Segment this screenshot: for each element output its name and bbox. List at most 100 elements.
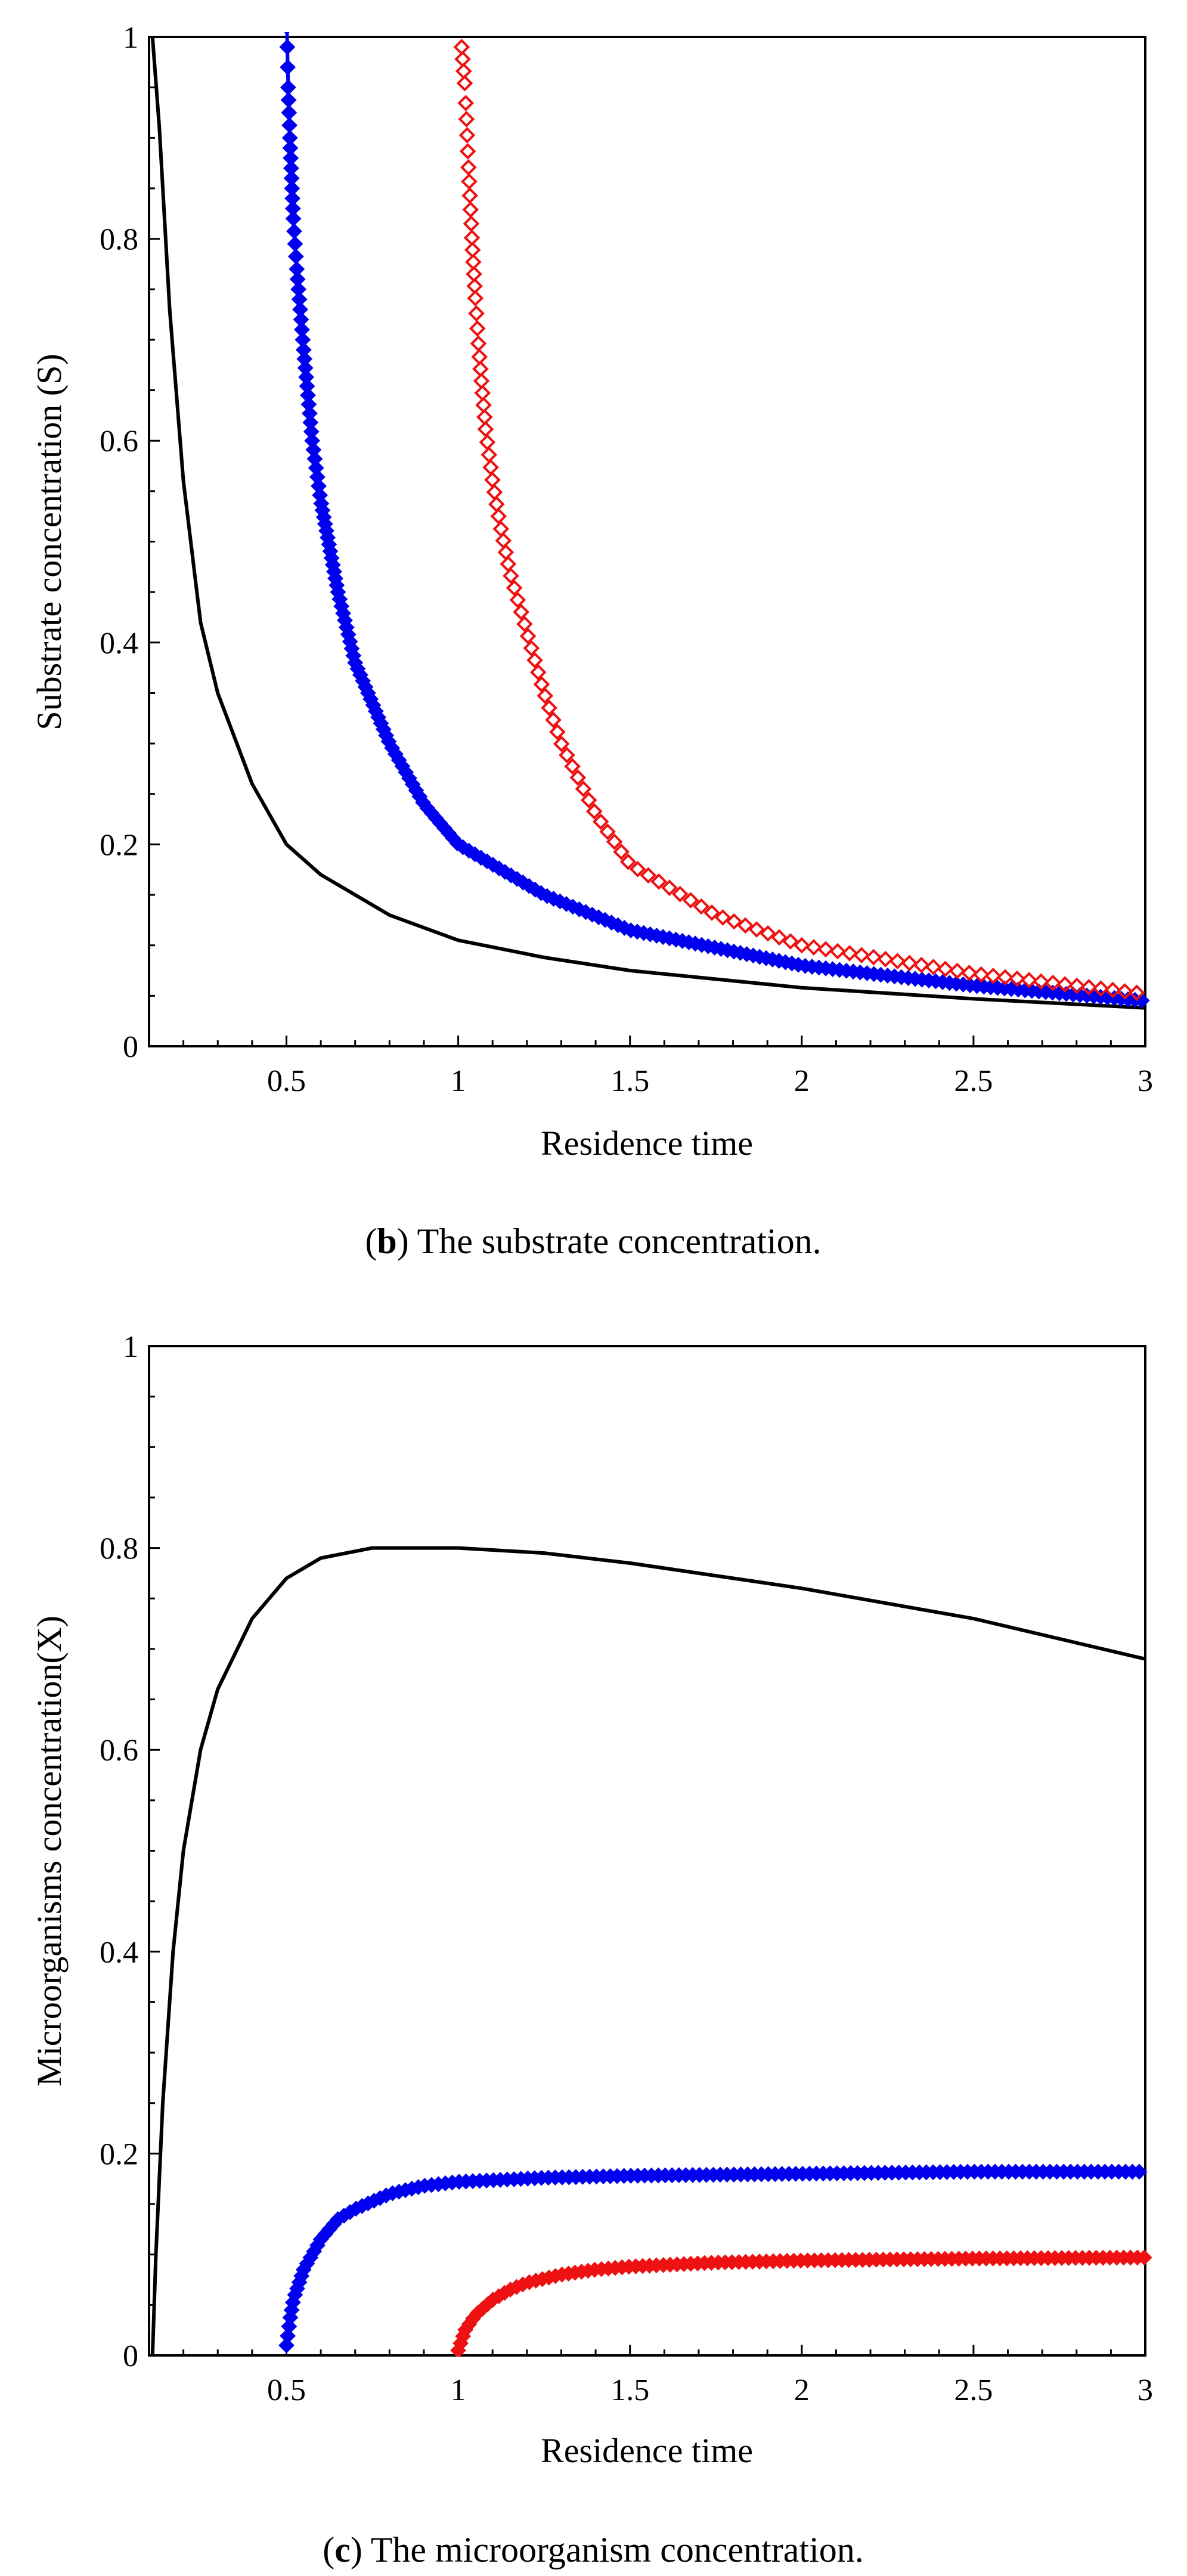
marker-red — [569, 769, 587, 786]
marker-red — [503, 568, 519, 584]
marker-red — [559, 746, 575, 764]
microorganism-panel: 0.5 1 1.5 2 2.5 3 0 0.2 0.4 0.6 0.8 1 Residence tim… — [30, 1330, 1153, 2569]
figure-caption: (b) The substrate concentration. — [365, 1222, 821, 1261]
x-tick-label: 2.5 — [954, 2373, 993, 2407]
series-line-black — [150, 1546, 1146, 2356]
marker-red — [972, 966, 990, 983]
marker-red — [997, 969, 1014, 986]
marker-red — [497, 544, 515, 561]
marker-red — [585, 803, 603, 820]
marker-blue — [279, 0, 293, 14]
marker-red — [454, 51, 471, 67]
marker-red — [817, 941, 834, 958]
marker-blue — [281, 117, 297, 134]
marker-red — [537, 687, 554, 704]
marker-red — [492, 520, 510, 537]
marker-red — [1128, 984, 1145, 1002]
x-axis-title: Residence time — [541, 2431, 753, 2470]
x-tick-label: 3 — [1138, 2373, 1153, 2407]
marker-red — [661, 879, 678, 897]
marker-blue — [280, 79, 296, 96]
marker-red — [737, 917, 754, 934]
marker-red — [889, 953, 906, 969]
tick-marks — [149, 1345, 1146, 2357]
x-tick-label: 2 — [794, 1064, 810, 1098]
y-tick-label: 0 — [123, 2339, 138, 2373]
marker-red — [545, 711, 562, 729]
marker-red — [1116, 983, 1133, 1000]
marker-red — [553, 735, 570, 752]
marker-red — [841, 945, 858, 962]
marker-red — [469, 320, 486, 337]
marker-red — [484, 472, 501, 488]
plot-area — [150, 0, 1150, 1010]
marker-red — [488, 495, 505, 513]
marker-red — [457, 95, 475, 111]
series-red — [453, 39, 1145, 1002]
marker-red — [467, 290, 484, 306]
marker-red — [619, 853, 637, 870]
marker-red — [513, 603, 529, 621]
series-blue — [279, 0, 1150, 1009]
x-tick-label: 2 — [794, 2373, 810, 2407]
marker-red — [682, 892, 699, 909]
marker-red — [463, 229, 481, 246]
tick-marks — [149, 36, 1146, 1047]
marker-red — [473, 373, 490, 389]
marker-red — [949, 962, 966, 979]
marker-red — [1009, 970, 1025, 987]
y-tick-label: 0.6 — [100, 424, 138, 458]
y-tick-label: 0 — [123, 1030, 138, 1064]
marker-red — [475, 396, 492, 414]
marker-red — [1080, 979, 1098, 996]
marker-red — [1021, 972, 1037, 988]
tick-labels: 0.5 1 1.5 2 2.5 3 0 0.2 0.4 0.6 0.8 1 — [100, 21, 1153, 1098]
marker-red — [500, 556, 517, 572]
y-tick-label: 0.8 — [100, 1532, 138, 1566]
marker-red — [1092, 980, 1109, 997]
marker-red — [877, 950, 894, 968]
marker-red — [629, 861, 646, 878]
marker-blue — [280, 2327, 296, 2344]
y-tick-label: 0.4 — [100, 1936, 138, 1970]
marker-red — [606, 833, 623, 850]
marker-red — [460, 159, 477, 176]
marker-red — [549, 723, 566, 740]
marker-red — [650, 873, 667, 890]
marker-red — [925, 959, 942, 975]
marker-red — [458, 111, 475, 128]
y-tick-label: 0.4 — [100, 627, 138, 661]
marker-blue — [278, 2337, 295, 2354]
marker-red — [960, 965, 978, 981]
marker-red — [486, 483, 503, 501]
marker-red — [482, 459, 499, 476]
marker-red — [461, 173, 478, 190]
marker-blue — [284, 32, 290, 35]
substrate-panel: 0.5 1 1.5 2 2.5 3 0 0.2 0.4 0.6 0.8 1 Residence tim… — [30, 0, 1153, 1261]
marker-red — [901, 954, 918, 972]
marker-red — [456, 75, 473, 92]
marker-red — [580, 792, 597, 808]
marker-red — [474, 385, 491, 402]
y-tick-label: 0.8 — [100, 223, 138, 257]
x-axis-title: Residence time — [541, 1124, 753, 1163]
series-red — [450, 2249, 1152, 2357]
x-tick-label: 0.5 — [267, 1064, 306, 1098]
marker-red — [453, 39, 470, 55]
marker-blue — [280, 59, 296, 76]
marker-red — [516, 615, 533, 633]
tick-labels: 0.5 1 1.5 2 2.5 3 0 0.2 0.4 0.6 0.8 1 — [100, 1330, 1153, 2407]
marker-red — [506, 579, 523, 596]
marker-red — [461, 187, 478, 204]
marker-red — [575, 780, 592, 798]
marker-red — [865, 948, 882, 966]
y-axis-title: Substrate concentration (S) — [30, 354, 69, 730]
marker-red — [748, 921, 765, 938]
x-tick-label: 2.5 — [954, 1064, 993, 1098]
marker-red — [455, 63, 472, 80]
x-tick-label: 1.5 — [610, 2373, 649, 2407]
marker-blue — [281, 104, 297, 121]
series-line-blue — [285, 32, 1146, 1003]
marker-red — [985, 968, 1002, 984]
